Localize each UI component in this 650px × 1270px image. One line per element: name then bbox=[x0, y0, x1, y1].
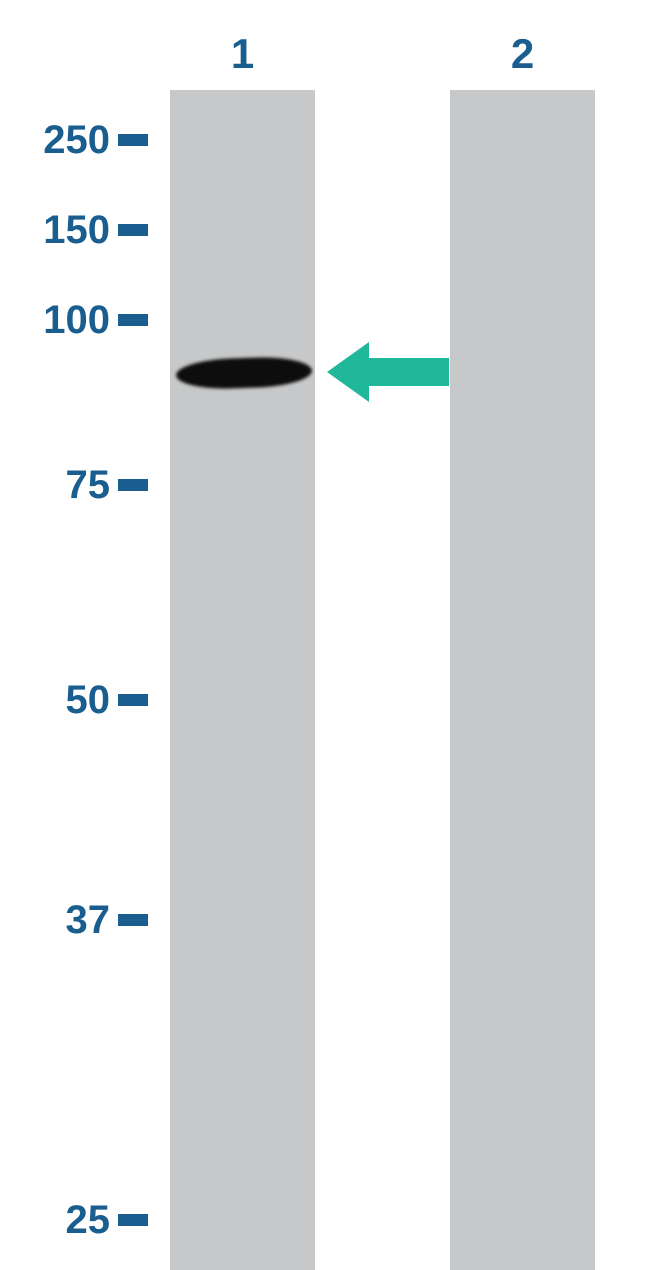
band-arrow bbox=[327, 342, 449, 402]
arrow-shaft bbox=[369, 358, 449, 386]
mw-tick-150 bbox=[118, 224, 148, 236]
mw-label-75: 75 bbox=[66, 463, 111, 508]
arrow-head-icon bbox=[327, 342, 369, 402]
mw-label-25: 25 bbox=[66, 1198, 111, 1243]
mw-tick-25 bbox=[118, 1214, 148, 1226]
blot-canvas: 1 2 250 150 100 75 50 37 25 bbox=[0, 0, 650, 1270]
lane-2 bbox=[450, 90, 595, 1270]
mw-label-250: 250 bbox=[43, 118, 110, 163]
mw-tick-50 bbox=[118, 694, 148, 706]
mw-label-150: 150 bbox=[43, 208, 110, 253]
mw-label-37: 37 bbox=[66, 898, 111, 943]
lane-2-label: 2 bbox=[450, 30, 595, 78]
mw-label-50: 50 bbox=[66, 678, 111, 723]
mw-tick-37 bbox=[118, 914, 148, 926]
mw-tick-75 bbox=[118, 479, 148, 491]
lane-1 bbox=[170, 90, 315, 1270]
mw-tick-250 bbox=[118, 134, 148, 146]
lane-1-label: 1 bbox=[170, 30, 315, 78]
mw-label-100: 100 bbox=[43, 298, 110, 343]
mw-tick-100 bbox=[118, 314, 148, 326]
